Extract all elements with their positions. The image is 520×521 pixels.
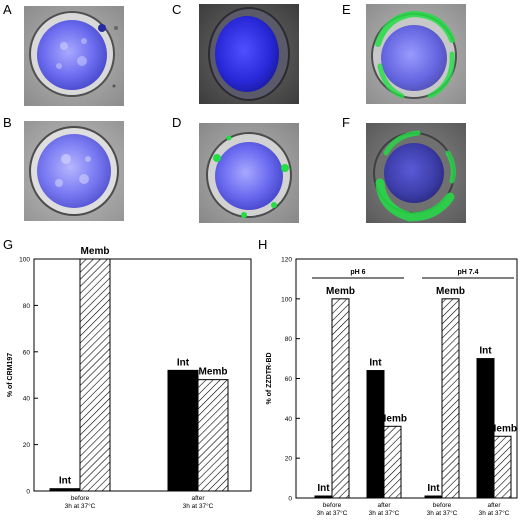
- bar-int: [424, 495, 443, 499]
- panel-letter-g: G: [3, 237, 14, 252]
- bar-memb: [441, 298, 460, 499]
- y-tick-label: 20: [285, 456, 293, 463]
- panel-letter-h: H: [258, 237, 268, 252]
- micrograph-a: [24, 6, 124, 106]
- x-category-label: 3h at 37°C: [65, 502, 96, 510]
- panel-letter-d: D: [172, 115, 182, 130]
- bar-data-label: Int: [177, 357, 190, 368]
- bar-int: [476, 358, 495, 499]
- micrograph-d: [199, 123, 299, 223]
- y-tick-label: 0: [26, 489, 30, 496]
- bar-data-label: Memb: [81, 246, 110, 257]
- micrograph-f: [366, 123, 466, 223]
- y-tick-label: 0: [288, 496, 292, 503]
- panel-letter-c: C: [172, 2, 182, 17]
- bar-data-label: Memb: [199, 367, 228, 378]
- x-category-label: 3h at 37°C: [427, 509, 458, 517]
- bar-memb: [331, 298, 350, 499]
- group-label: pH 7.4: [457, 269, 478, 276]
- panel-letter-e: E: [342, 2, 351, 17]
- y-axis-label: % of CRM197: [7, 353, 14, 397]
- y-tick-label: 80: [285, 336, 293, 343]
- x-category-label: before: [71, 495, 90, 502]
- x-category-label: after: [487, 502, 501, 509]
- bar-data-label: Memb: [436, 286, 465, 297]
- y-tick-label: 40: [285, 416, 293, 423]
- bar-int: [314, 495, 333, 499]
- bar-memb: [197, 379, 229, 492]
- chart-h: 0 20 40 60 80 100 120 % of ZZDTR-BD Int Memb befor…: [266, 257, 518, 517]
- bar-data-label: Int: [479, 346, 492, 357]
- bar-data-label: Int: [427, 483, 440, 494]
- bar-data-label: Int: [59, 476, 72, 487]
- bar-data-label: Int: [317, 483, 330, 494]
- y-tick-label: 60: [23, 349, 31, 356]
- bar-memb: [383, 425, 402, 499]
- bar-memb: [493, 435, 512, 499]
- y-tick-label: 20: [23, 442, 31, 449]
- x-category-label: 3h at 37°C: [183, 502, 214, 510]
- y-tick-label: 120: [281, 257, 292, 264]
- x-category-label: 3h at 37°C: [369, 509, 400, 517]
- y-axis-label: % of ZZDTR-BD: [266, 352, 273, 404]
- panel-letter-a: A: [3, 2, 12, 17]
- micrograph-c: [199, 4, 299, 104]
- bar-data-label: Memb: [488, 423, 517, 434]
- panel-letter-f: F: [342, 115, 350, 130]
- y-tick-label: 80: [23, 303, 31, 310]
- bar-int: [49, 488, 81, 492]
- x-category-label: 3h at 37°C: [317, 509, 348, 517]
- bar-data-label: Memb: [378, 413, 407, 424]
- bar-data-label: Memb: [326, 286, 355, 297]
- plot-frame: [33, 258, 252, 492]
- x-category-label: after: [191, 495, 205, 502]
- y-tick-label: 60: [285, 376, 293, 383]
- x-category-label: after: [377, 502, 391, 509]
- bar-memb: [79, 258, 111, 492]
- y-tick-label: 100: [19, 257, 30, 264]
- bar-int: [366, 370, 385, 499]
- y-tick-label: 40: [23, 396, 31, 403]
- x-category-label: 3h at 37°C: [479, 509, 510, 517]
- panel-letter-b: B: [3, 115, 12, 130]
- micrograph-e: [366, 4, 466, 104]
- x-category-label: before: [323, 502, 342, 509]
- y-tick-label: 100: [281, 296, 292, 303]
- micrograph-b: [24, 121, 124, 221]
- bar-int: [167, 369, 199, 492]
- group-label: pH 6: [350, 269, 365, 276]
- x-category-label: before: [433, 502, 452, 509]
- bar-data-label: Int: [369, 358, 382, 369]
